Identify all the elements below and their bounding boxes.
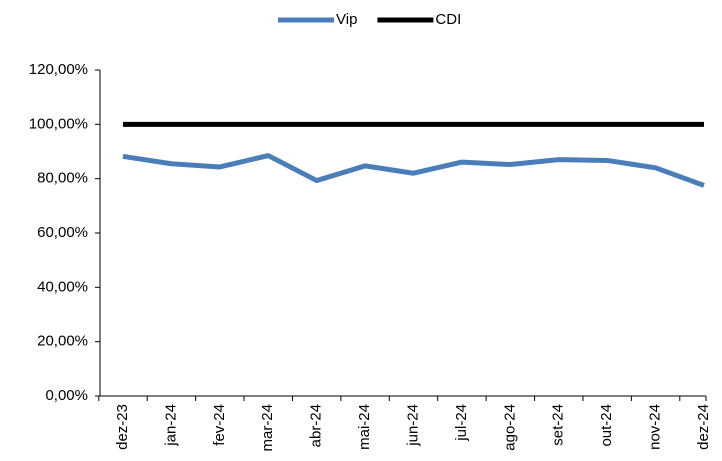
x-tick-label: ago-24 — [501, 404, 518, 451]
x-tick-label: jun-24 — [404, 404, 421, 447]
x-tick-label: abr-24 — [308, 404, 325, 447]
y-tick-label: 120,00% — [29, 61, 88, 78]
x-tick-label: out-24 — [598, 404, 615, 447]
series-line — [122, 153, 705, 188]
y-tick-label: 60,00% — [37, 224, 88, 241]
y-tick-label: 40,00% — [37, 278, 88, 295]
x-tick-label: set-24 — [550, 404, 567, 446]
y-tick-label: 100,00% — [29, 115, 88, 132]
legend-label: Vip — [336, 11, 357, 28]
y-tick-label: 20,00% — [37, 333, 88, 350]
x-tick-label: mar-24 — [259, 404, 276, 452]
x-tick-label: mai-24 — [356, 404, 373, 450]
x-tick-label: nov-24 — [647, 404, 664, 450]
legend-label: CDI — [435, 11, 461, 28]
x-tick-label: jan-24 — [162, 404, 179, 447]
x-tick-label: dez-23 — [114, 404, 131, 450]
x-tick-label: jul-24 — [453, 404, 470, 442]
y-tick-label: 80,00% — [37, 170, 88, 187]
x-tick-label: dez-24 — [695, 404, 712, 450]
x-tick-label: fev-24 — [211, 404, 228, 446]
y-tick-label: 0,00% — [45, 387, 88, 404]
